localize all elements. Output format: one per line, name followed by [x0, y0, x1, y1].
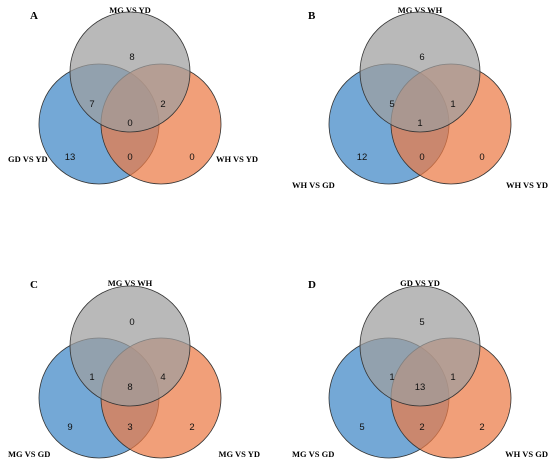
set-label-top: MG VS YD — [109, 5, 151, 15]
venn-panel-c: C MG VS WH MG VS GD MG VS YD 0 1 4 8 9 3… — [8, 278, 260, 459]
count-center: 0 — [127, 118, 132, 129]
set-label-right: WH VS GD — [505, 449, 548, 459]
venn-panel-b: B MG VS WH WH VS GD WH VS YD 6 5 1 1 12 … — [292, 5, 548, 190]
count-left-right: 2 — [419, 422, 424, 433]
count-top-only: 5 — [419, 317, 424, 328]
circle-top — [359, 285, 481, 407]
venn-circles — [328, 11, 512, 185]
venn-circles — [38, 11, 222, 185]
set-label-top: GD VS YD — [400, 278, 440, 288]
venn-circles — [328, 285, 512, 459]
count-top-only: 6 — [419, 52, 424, 63]
set-label-left: MG VS GD — [8, 449, 50, 459]
circle-top — [69, 11, 191, 133]
set-label-top: MG VS WH — [398, 5, 443, 15]
count-center: 13 — [415, 382, 426, 393]
panel-label: D — [308, 279, 316, 291]
count-top-left: 7 — [89, 99, 94, 110]
set-label-right: WH VS YD — [506, 180, 548, 190]
set-label-left: GD VS YD — [8, 154, 48, 164]
count-top-left: 1 — [389, 372, 394, 383]
count-top-right: 1 — [450, 99, 455, 110]
count-left-only: 5 — [359, 422, 364, 433]
count-left-only: 13 — [65, 152, 76, 163]
count-top-right: 1 — [450, 372, 455, 383]
count-right-only: 0 — [479, 152, 484, 163]
count-center: 1 — [417, 118, 422, 129]
count-right-only: 2 — [479, 422, 484, 433]
count-top-left: 5 — [389, 99, 394, 110]
circle-top — [69, 285, 191, 407]
count-center: 8 — [127, 382, 132, 393]
count-left-right: 3 — [127, 422, 132, 433]
count-left-right: 0 — [419, 152, 424, 163]
count-top-left: 1 — [89, 372, 94, 383]
venn-panel-d: D GD VS YD MG VS GD WH VS GD 5 1 1 13 5 … — [292, 278, 548, 459]
set-label-left: MG VS GD — [292, 449, 334, 459]
circle-top — [359, 11, 481, 133]
count-left-only: 9 — [67, 422, 72, 433]
count-top-only: 8 — [129, 52, 134, 63]
set-label-left: WH VS GD — [292, 180, 335, 190]
panel-label: C — [30, 279, 38, 291]
set-label-top: MG VS WH — [108, 278, 153, 288]
venn-panel-a: A MG VS YD GD VS YD WH VS YD 8 7 2 0 13 … — [8, 5, 258, 185]
count-top-right: 4 — [160, 372, 165, 383]
panel-label: A — [30, 10, 38, 22]
set-label-right: WH VS YD — [216, 154, 258, 164]
panel-label: B — [308, 10, 316, 22]
venn-circles — [38, 285, 222, 459]
count-left-only: 12 — [357, 152, 368, 163]
count-top-right: 2 — [160, 99, 165, 110]
count-left-right: 0 — [127, 152, 132, 163]
count-top-only: 0 — [129, 317, 134, 328]
set-label-right: MG VS YD — [218, 449, 260, 459]
count-right-only: 0 — [189, 152, 194, 163]
count-right-only: 2 — [189, 422, 194, 433]
